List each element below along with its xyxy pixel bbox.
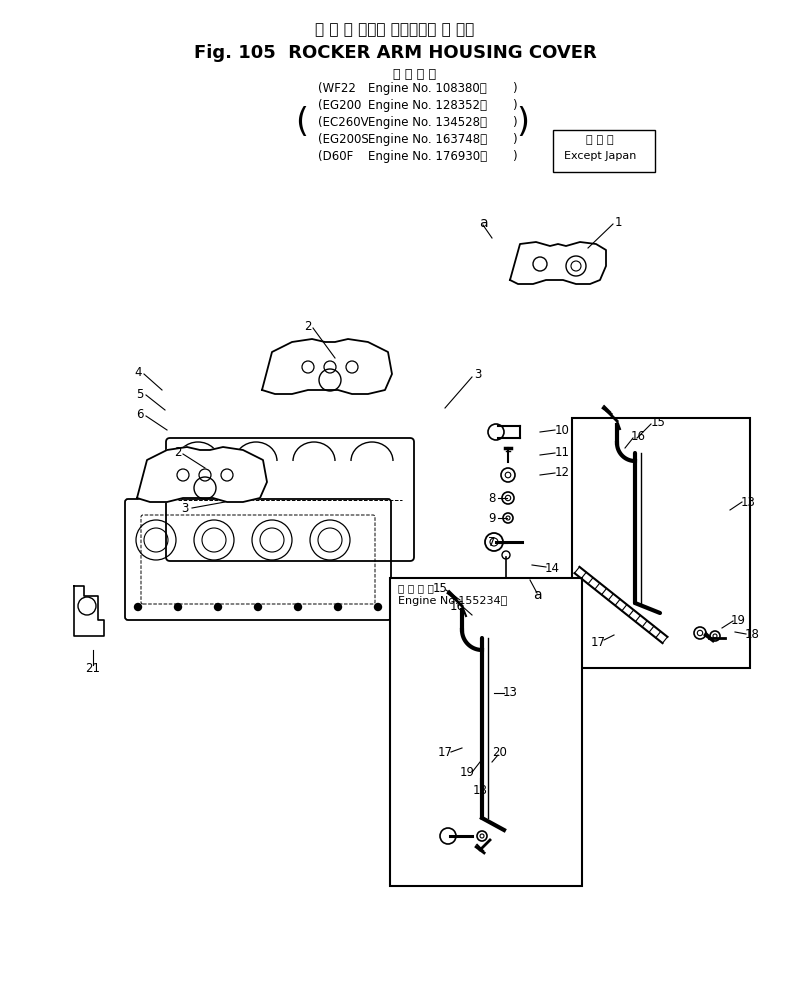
Bar xyxy=(390,578,582,886)
Text: 15: 15 xyxy=(433,581,447,595)
Polygon shape xyxy=(74,586,104,636)
Text: 6: 6 xyxy=(136,409,144,422)
Text: 12: 12 xyxy=(555,466,570,479)
Text: 1: 1 xyxy=(615,216,622,229)
Text: 21: 21 xyxy=(85,661,100,674)
Text: (EG200: (EG200 xyxy=(318,99,361,112)
Text: ): ) xyxy=(512,99,517,112)
Text: 海 外 向: 海 外 向 xyxy=(586,135,614,145)
Text: 適 用 号 機: 適 用 号 機 xyxy=(398,583,434,593)
Circle shape xyxy=(295,604,302,611)
Text: ): ) xyxy=(512,116,517,129)
Text: 15: 15 xyxy=(650,416,665,429)
Text: Engine No. 108380～: Engine No. 108380～ xyxy=(368,82,487,95)
Text: a: a xyxy=(532,588,541,602)
Text: 17: 17 xyxy=(438,746,453,759)
Text: Engine No. 134528～: Engine No. 134528～ xyxy=(368,116,487,129)
Polygon shape xyxy=(137,447,267,502)
FancyBboxPatch shape xyxy=(553,130,655,172)
Text: Engine No.155234～: Engine No.155234～ xyxy=(398,596,507,606)
Text: 19: 19 xyxy=(460,766,475,779)
Text: ): ) xyxy=(516,106,529,139)
Text: 11: 11 xyxy=(555,446,570,459)
Text: 16: 16 xyxy=(450,601,465,614)
Text: 13: 13 xyxy=(502,686,517,700)
Text: a: a xyxy=(479,216,487,230)
Circle shape xyxy=(134,604,141,611)
Text: 9: 9 xyxy=(488,512,496,525)
Text: (EG200S: (EG200S xyxy=(318,133,369,146)
Text: Fig. 105  ROCKER ARM HOUSING COVER: Fig. 105 ROCKER ARM HOUSING COVER xyxy=(194,44,596,62)
Text: 20: 20 xyxy=(492,745,507,758)
Bar xyxy=(572,418,750,668)
Text: 2: 2 xyxy=(175,446,182,458)
FancyBboxPatch shape xyxy=(125,499,391,620)
Text: ): ) xyxy=(512,82,517,95)
Text: Engine No. 163748～: Engine No. 163748～ xyxy=(368,133,487,146)
Circle shape xyxy=(215,604,221,611)
Text: 13: 13 xyxy=(740,496,755,509)
Polygon shape xyxy=(510,242,606,284)
Text: Engine No. 128352～: Engine No. 128352～ xyxy=(368,99,487,112)
Text: ): ) xyxy=(512,133,517,146)
Text: (EC260V: (EC260V xyxy=(318,116,369,129)
Text: 18: 18 xyxy=(744,629,759,642)
Text: (WF22: (WF22 xyxy=(318,82,356,95)
Text: (: ( xyxy=(295,106,308,139)
Text: ロ ッ カ アーム ハウジング カ バー: ロ ッ カ アーム ハウジング カ バー xyxy=(315,22,475,37)
Circle shape xyxy=(254,604,261,611)
Text: 14: 14 xyxy=(544,561,559,574)
Text: 17: 17 xyxy=(590,636,605,648)
Text: 8: 8 xyxy=(488,491,495,505)
Text: 10: 10 xyxy=(555,424,570,437)
Text: 19: 19 xyxy=(731,614,746,627)
Text: 3: 3 xyxy=(182,502,189,515)
Text: 2: 2 xyxy=(304,320,312,333)
Text: Except Japan: Except Japan xyxy=(564,151,636,161)
Text: 3: 3 xyxy=(474,368,482,381)
Text: 16: 16 xyxy=(630,431,645,444)
Circle shape xyxy=(374,604,382,611)
Text: ): ) xyxy=(512,150,517,163)
Text: 適 用 号 機: 適 用 号 機 xyxy=(393,68,437,81)
Polygon shape xyxy=(262,339,392,394)
Text: 7: 7 xyxy=(488,537,496,549)
Circle shape xyxy=(334,604,341,611)
Circle shape xyxy=(175,604,182,611)
Text: 5: 5 xyxy=(137,387,144,401)
Text: 4: 4 xyxy=(134,365,141,378)
Text: 18: 18 xyxy=(472,783,487,797)
Text: (D60F: (D60F xyxy=(318,150,353,163)
Text: Engine No. 176930～: Engine No. 176930～ xyxy=(368,150,487,163)
